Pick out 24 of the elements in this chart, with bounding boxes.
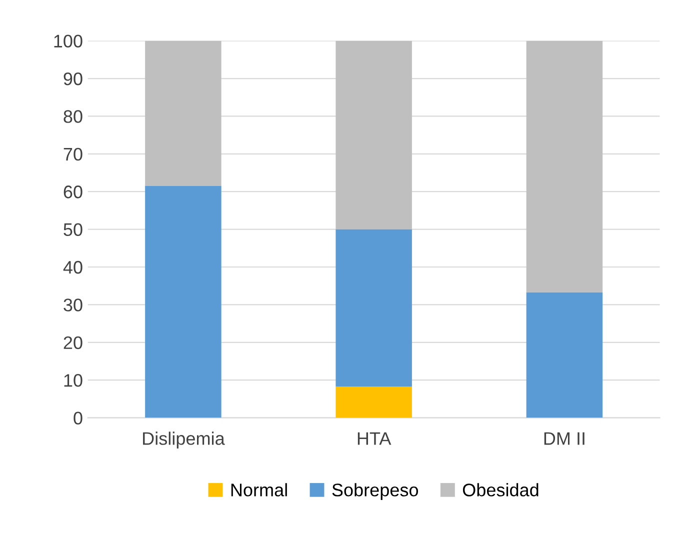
y-tick-label: 100	[54, 34, 82, 48]
x-tick-label: HTA	[358, 432, 392, 445]
y-tick-label: 10	[64, 374, 82, 387]
y-tick-label: 50	[64, 223, 82, 236]
y-tick-label: 80	[64, 110, 82, 123]
legend-label: Sobrepeso	[332, 483, 418, 500]
bar	[336, 40, 412, 230]
y-tick-label: 30	[64, 298, 82, 312]
bar	[145, 186, 222, 418]
y-tick-label: 0	[74, 412, 82, 425]
y-tick-label: 90	[64, 72, 82, 86]
bar	[526, 40, 603, 292]
y-tick-label: 40	[63, 260, 82, 274]
bar	[526, 292, 603, 418]
y-tick-label: 20	[64, 336, 82, 350]
y-tick-label: 70	[64, 148, 82, 161]
legend-label: Obesidad	[462, 483, 538, 496]
x-tick-label: Dislipemia	[143, 432, 225, 449]
bar	[145, 40, 222, 186]
y-tick-label: 60	[64, 186, 82, 198]
x-tick-label: DM II	[544, 432, 584, 445]
bar	[336, 386, 412, 418]
bar	[336, 229, 412, 386]
legend-label: Normal	[231, 483, 287, 496]
